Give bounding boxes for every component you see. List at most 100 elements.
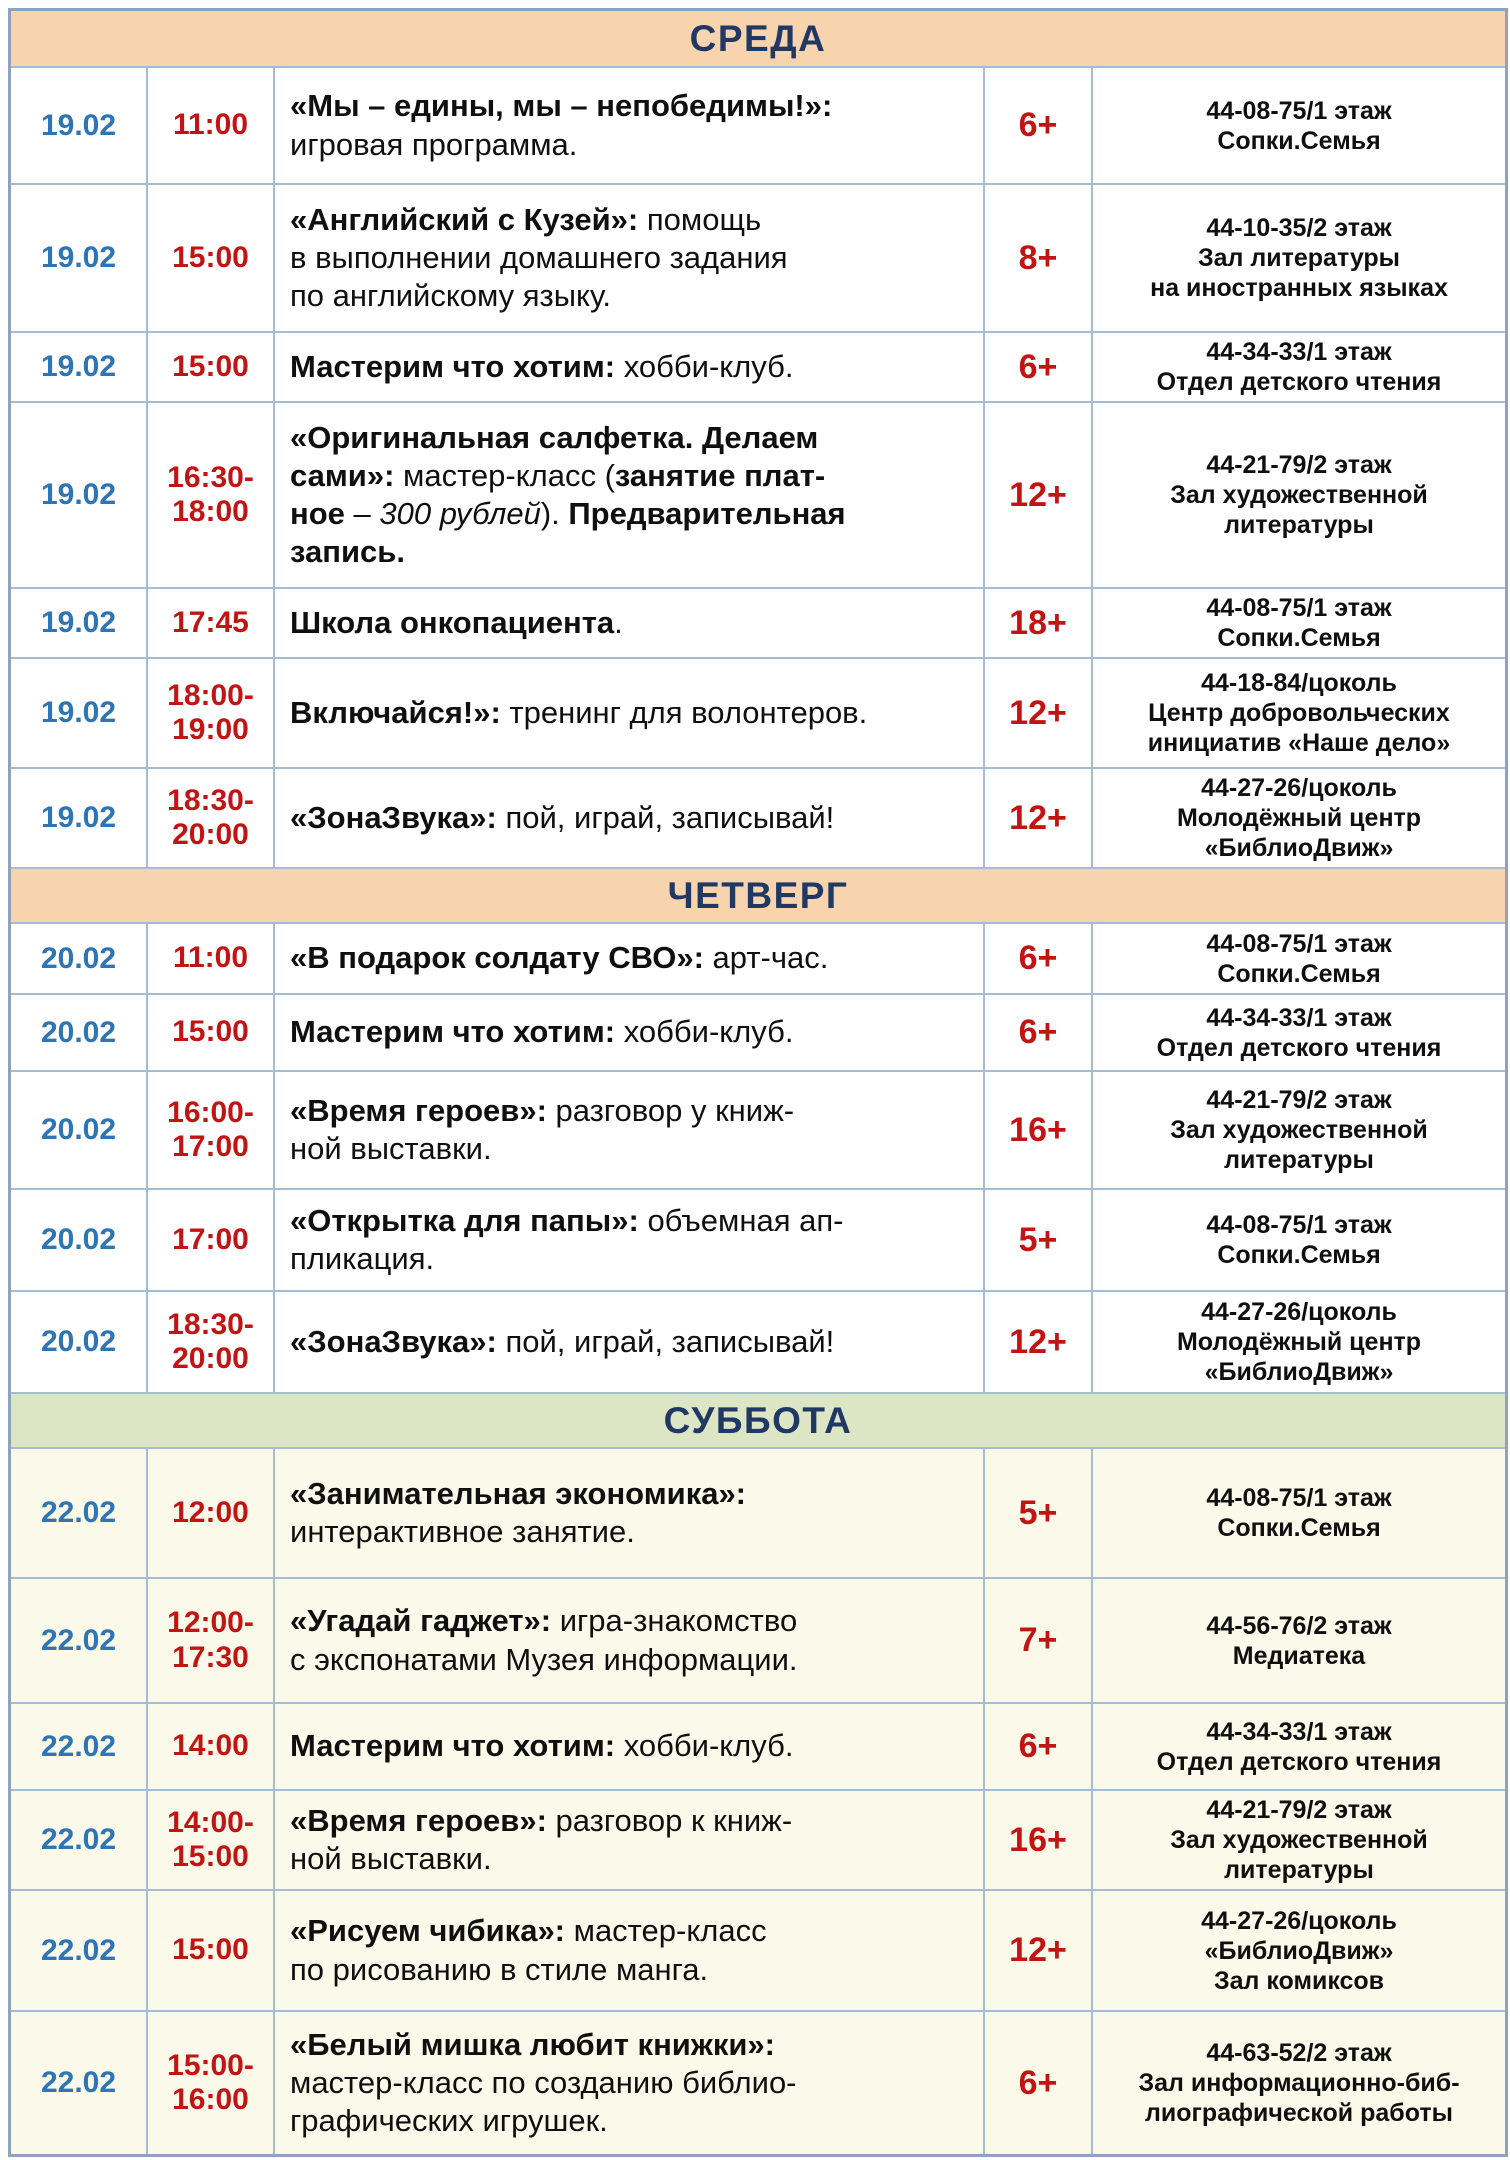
description-run: хобби-клуб. bbox=[623, 1728, 794, 1764]
table-row: 22.02 14:00 Мастерим что хотим: хобби-клуб… bbox=[11, 1702, 1505, 1789]
description-run: «Рисуем чибика»: bbox=[290, 1913, 574, 1949]
age-rating: 6+ bbox=[983, 924, 1091, 993]
event-date: 19.02 bbox=[40, 606, 117, 639]
table-row: 19.02 15:00 Мастерим что хотим: хобби-клуб… bbox=[11, 331, 1505, 401]
description-run: «Угадай гаджет»: bbox=[290, 1603, 560, 1639]
event-time: 17:00 bbox=[146, 1190, 273, 1290]
event-location: 44-27-26/цоколь Молодёжный центр «Библио… bbox=[1091, 769, 1505, 867]
description-text: «Белый мишка любит книжки»: мастер-класс… bbox=[290, 2026, 797, 2140]
age-rating: 16+ bbox=[983, 1072, 1091, 1188]
description-run: помощь в выполнении домашнего задания по… bbox=[290, 201, 788, 314]
event-description: «Занимательная экономика»: интерактивное… bbox=[273, 1449, 983, 1577]
description-run: «ЗонаЗвука»: bbox=[290, 799, 506, 835]
description-run: мастер-класс по рисованию в стиле манга. bbox=[290, 1913, 767, 1987]
event-location: 44-21-79/2 этаж Зал художественной литер… bbox=[1091, 1072, 1505, 1188]
description-run: Школа онкопациента bbox=[290, 604, 615, 640]
event-location: 44-21-79/2 этаж Зал художественной литер… bbox=[1091, 1791, 1505, 1889]
description-run: «Занимательная экономика»: bbox=[290, 1475, 747, 1511]
event-date: 19.02 bbox=[40, 478, 117, 511]
description-run: Включайся!»: bbox=[290, 694, 510, 730]
description-run: мастер-класс ( bbox=[403, 457, 615, 493]
event-time: 18:30- 20:00 bbox=[146, 769, 273, 867]
table-row: 22.02 15:00- 16:00 «Белый мишка любит книж… bbox=[11, 2010, 1505, 2154]
event-location: 44-18-84/цоколь Центр добровольческих ин… bbox=[1091, 659, 1505, 767]
description-text: «Время героев»: разговор у книж- ной выс… bbox=[290, 1092, 794, 1168]
event-location: 44-08-75/1 этаж Сопки.Семья bbox=[1091, 924, 1505, 993]
event-location: 44-34-33/1 этаж Отдел детского чтения bbox=[1091, 1704, 1505, 1789]
event-date: 22.02 bbox=[40, 2066, 117, 2099]
age-rating: 16+ bbox=[983, 1791, 1091, 1889]
event-date: 19.02 bbox=[40, 801, 117, 834]
table-row: 20.02 11:00 «В подарок солдату СВО»: арт-ч… bbox=[11, 922, 1505, 993]
event-time: 17:45 bbox=[146, 589, 273, 657]
event-description: Включайся!»: тренинг для волонтеров. bbox=[273, 659, 983, 767]
description-run: занятие плат- ное bbox=[290, 457, 826, 531]
description-run: хобби-клуб. bbox=[623, 348, 794, 384]
description-text: «Угадай гаджет»: игра-знакомство с экспо… bbox=[290, 1602, 798, 1678]
age-rating: 12+ bbox=[983, 1292, 1091, 1392]
table-row: 19.02 18:30- 20:00 «ЗонаЗвука»: пой, играй… bbox=[11, 767, 1505, 867]
description-run: «Время героев»: bbox=[290, 1092, 556, 1128]
event-date: 22.02 bbox=[40, 1496, 117, 1529]
description-run: разговор к книж- ной выставки. bbox=[290, 1802, 793, 1876]
event-description: «Рисуем чибика»: мастер-класс по рисован… bbox=[273, 1891, 983, 2010]
description-text: Мастерим что хотим: хобби-клуб. bbox=[290, 348, 793, 386]
description-text: «В подарок солдату СВО»: арт-час. bbox=[290, 939, 828, 977]
event-description: Мастерим что хотим: хобби-клуб. bbox=[273, 1704, 983, 1789]
table-row: 20.02 16:00- 17:00 «Время героев»: разгово… bbox=[11, 1070, 1505, 1188]
description-text: Включайся!»: тренинг для волонтеров. bbox=[290, 694, 867, 732]
event-time: 12:00 bbox=[146, 1449, 273, 1577]
event-description: «Оригинальная салфетка. Делаем сами»: ма… bbox=[273, 403, 983, 587]
description-text: «Английский с Кузей»: помощь в выполнени… bbox=[290, 201, 788, 315]
age-rating: 6+ bbox=[983, 68, 1091, 183]
event-description: «Время героев»: разговор у книж- ной выс… bbox=[273, 1072, 983, 1188]
event-date: 19.02 bbox=[40, 241, 117, 274]
event-location: 44-63-52/2 этаж Зал информационно-биб- л… bbox=[1091, 2012, 1505, 2154]
event-description: Школа онкопациента. bbox=[273, 589, 983, 657]
description-run: пой, играй, записывай! bbox=[505, 799, 835, 835]
description-run: 300 рублей bbox=[379, 496, 541, 531]
event-time: 15:00 bbox=[146, 995, 273, 1070]
event-date: 20.02 bbox=[40, 1113, 117, 1146]
event-date: 22.02 bbox=[40, 1729, 117, 1763]
description-run: тренинг для волонтеров. bbox=[509, 694, 868, 730]
table-row: 20.02 18:30- 20:00 «ЗонаЗвука»: пой, играй… bbox=[11, 1290, 1505, 1392]
event-date: 20.02 bbox=[40, 1325, 117, 1358]
description-run: разговор у книж- ной выставки. bbox=[290, 1092, 795, 1166]
description-run: игровая программа. bbox=[290, 126, 578, 162]
event-description: «Открытка для папы»: объемная ап- пликац… bbox=[273, 1190, 983, 1290]
description-run: Мастерим что хотим: bbox=[290, 1728, 624, 1764]
event-description: «Угадай гаджет»: игра-знакомство с экспо… bbox=[273, 1579, 983, 1702]
table-row: 22.02 14:00- 15:00 «Время героев»: разгово… bbox=[11, 1789, 1505, 1889]
description-text: «Оригинальная салфетка. Делаем сами»: ма… bbox=[290, 419, 846, 572]
event-time: 18:00- 19:00 bbox=[146, 659, 273, 767]
age-rating: 18+ bbox=[983, 589, 1091, 657]
description-run: игра-знакомство с экспонатами Музея инфо… bbox=[290, 1603, 798, 1677]
event-time: 15:00 bbox=[146, 185, 273, 331]
event-description: «Белый мишка любит книжки»: мастер-класс… bbox=[273, 2012, 983, 2154]
description-run: Мастерим что хотим: bbox=[290, 348, 624, 384]
description-run: . bbox=[614, 604, 623, 640]
event-description: «Время героев»: разговор к книж- ной выс… bbox=[273, 1791, 983, 1889]
table-row: 19.02 17:45 Школа онкопациента. 18+ 44-08-75… bbox=[11, 587, 1505, 657]
event-description: «ЗонаЗвука»: пой, играй, записывай! bbox=[273, 769, 983, 867]
description-text: «Открытка для папы»: объемная ап- пликац… bbox=[290, 1202, 843, 1278]
day-header: СУББОТА bbox=[11, 1392, 1505, 1447]
description-run: ). bbox=[540, 496, 569, 531]
event-location: 44-34-33/1 этаж Отдел детского чтения bbox=[1091, 333, 1505, 401]
event-location: 44-27-26/цоколь Молодёжный центр «Библио… bbox=[1091, 1292, 1505, 1392]
description-run: арт-час. bbox=[712, 940, 829, 976]
age-rating: 6+ bbox=[983, 995, 1091, 1070]
table-row: 19.02 11:00 «Мы – едины, мы – непобедимы!»… bbox=[11, 66, 1505, 183]
description-run: пой, играй, записывай! bbox=[505, 1323, 835, 1359]
event-time: 15:00- 16:00 bbox=[146, 2012, 273, 2154]
schedule-table: СРЕДА 19.02 11:00 «Мы – едины, мы – непобед… bbox=[8, 8, 1508, 2157]
event-location: 44-08-75/1 этаж Сопки.Семья bbox=[1091, 1190, 1505, 1290]
event-time: 11:00 bbox=[146, 924, 273, 993]
description-run: мастер-класс по созданию библио- графиче… bbox=[290, 2064, 797, 2139]
event-time: 12:00- 17:30 bbox=[146, 1579, 273, 1702]
age-rating: 5+ bbox=[983, 1190, 1091, 1290]
event-date: 19.02 bbox=[40, 696, 117, 729]
event-location: 44-56-76/2 этаж Медиатека bbox=[1091, 1579, 1505, 1702]
description-run: «В подарок солдату СВО»: bbox=[290, 940, 713, 976]
